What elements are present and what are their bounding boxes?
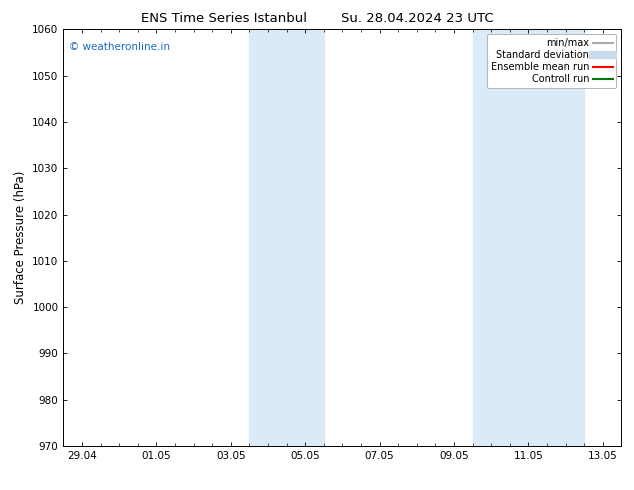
Text: © weatheronline.in: © weatheronline.in <box>69 42 170 52</box>
Legend: min/max, Standard deviation, Ensemble mean run, Controll run: min/max, Standard deviation, Ensemble me… <box>487 34 616 88</box>
Y-axis label: Surface Pressure (hPa): Surface Pressure (hPa) <box>14 171 27 304</box>
Text: ENS Time Series Istanbul        Su. 28.04.2024 23 UTC: ENS Time Series Istanbul Su. 28.04.2024 … <box>141 12 493 25</box>
Bar <box>249 29 324 446</box>
Bar <box>472 29 584 446</box>
